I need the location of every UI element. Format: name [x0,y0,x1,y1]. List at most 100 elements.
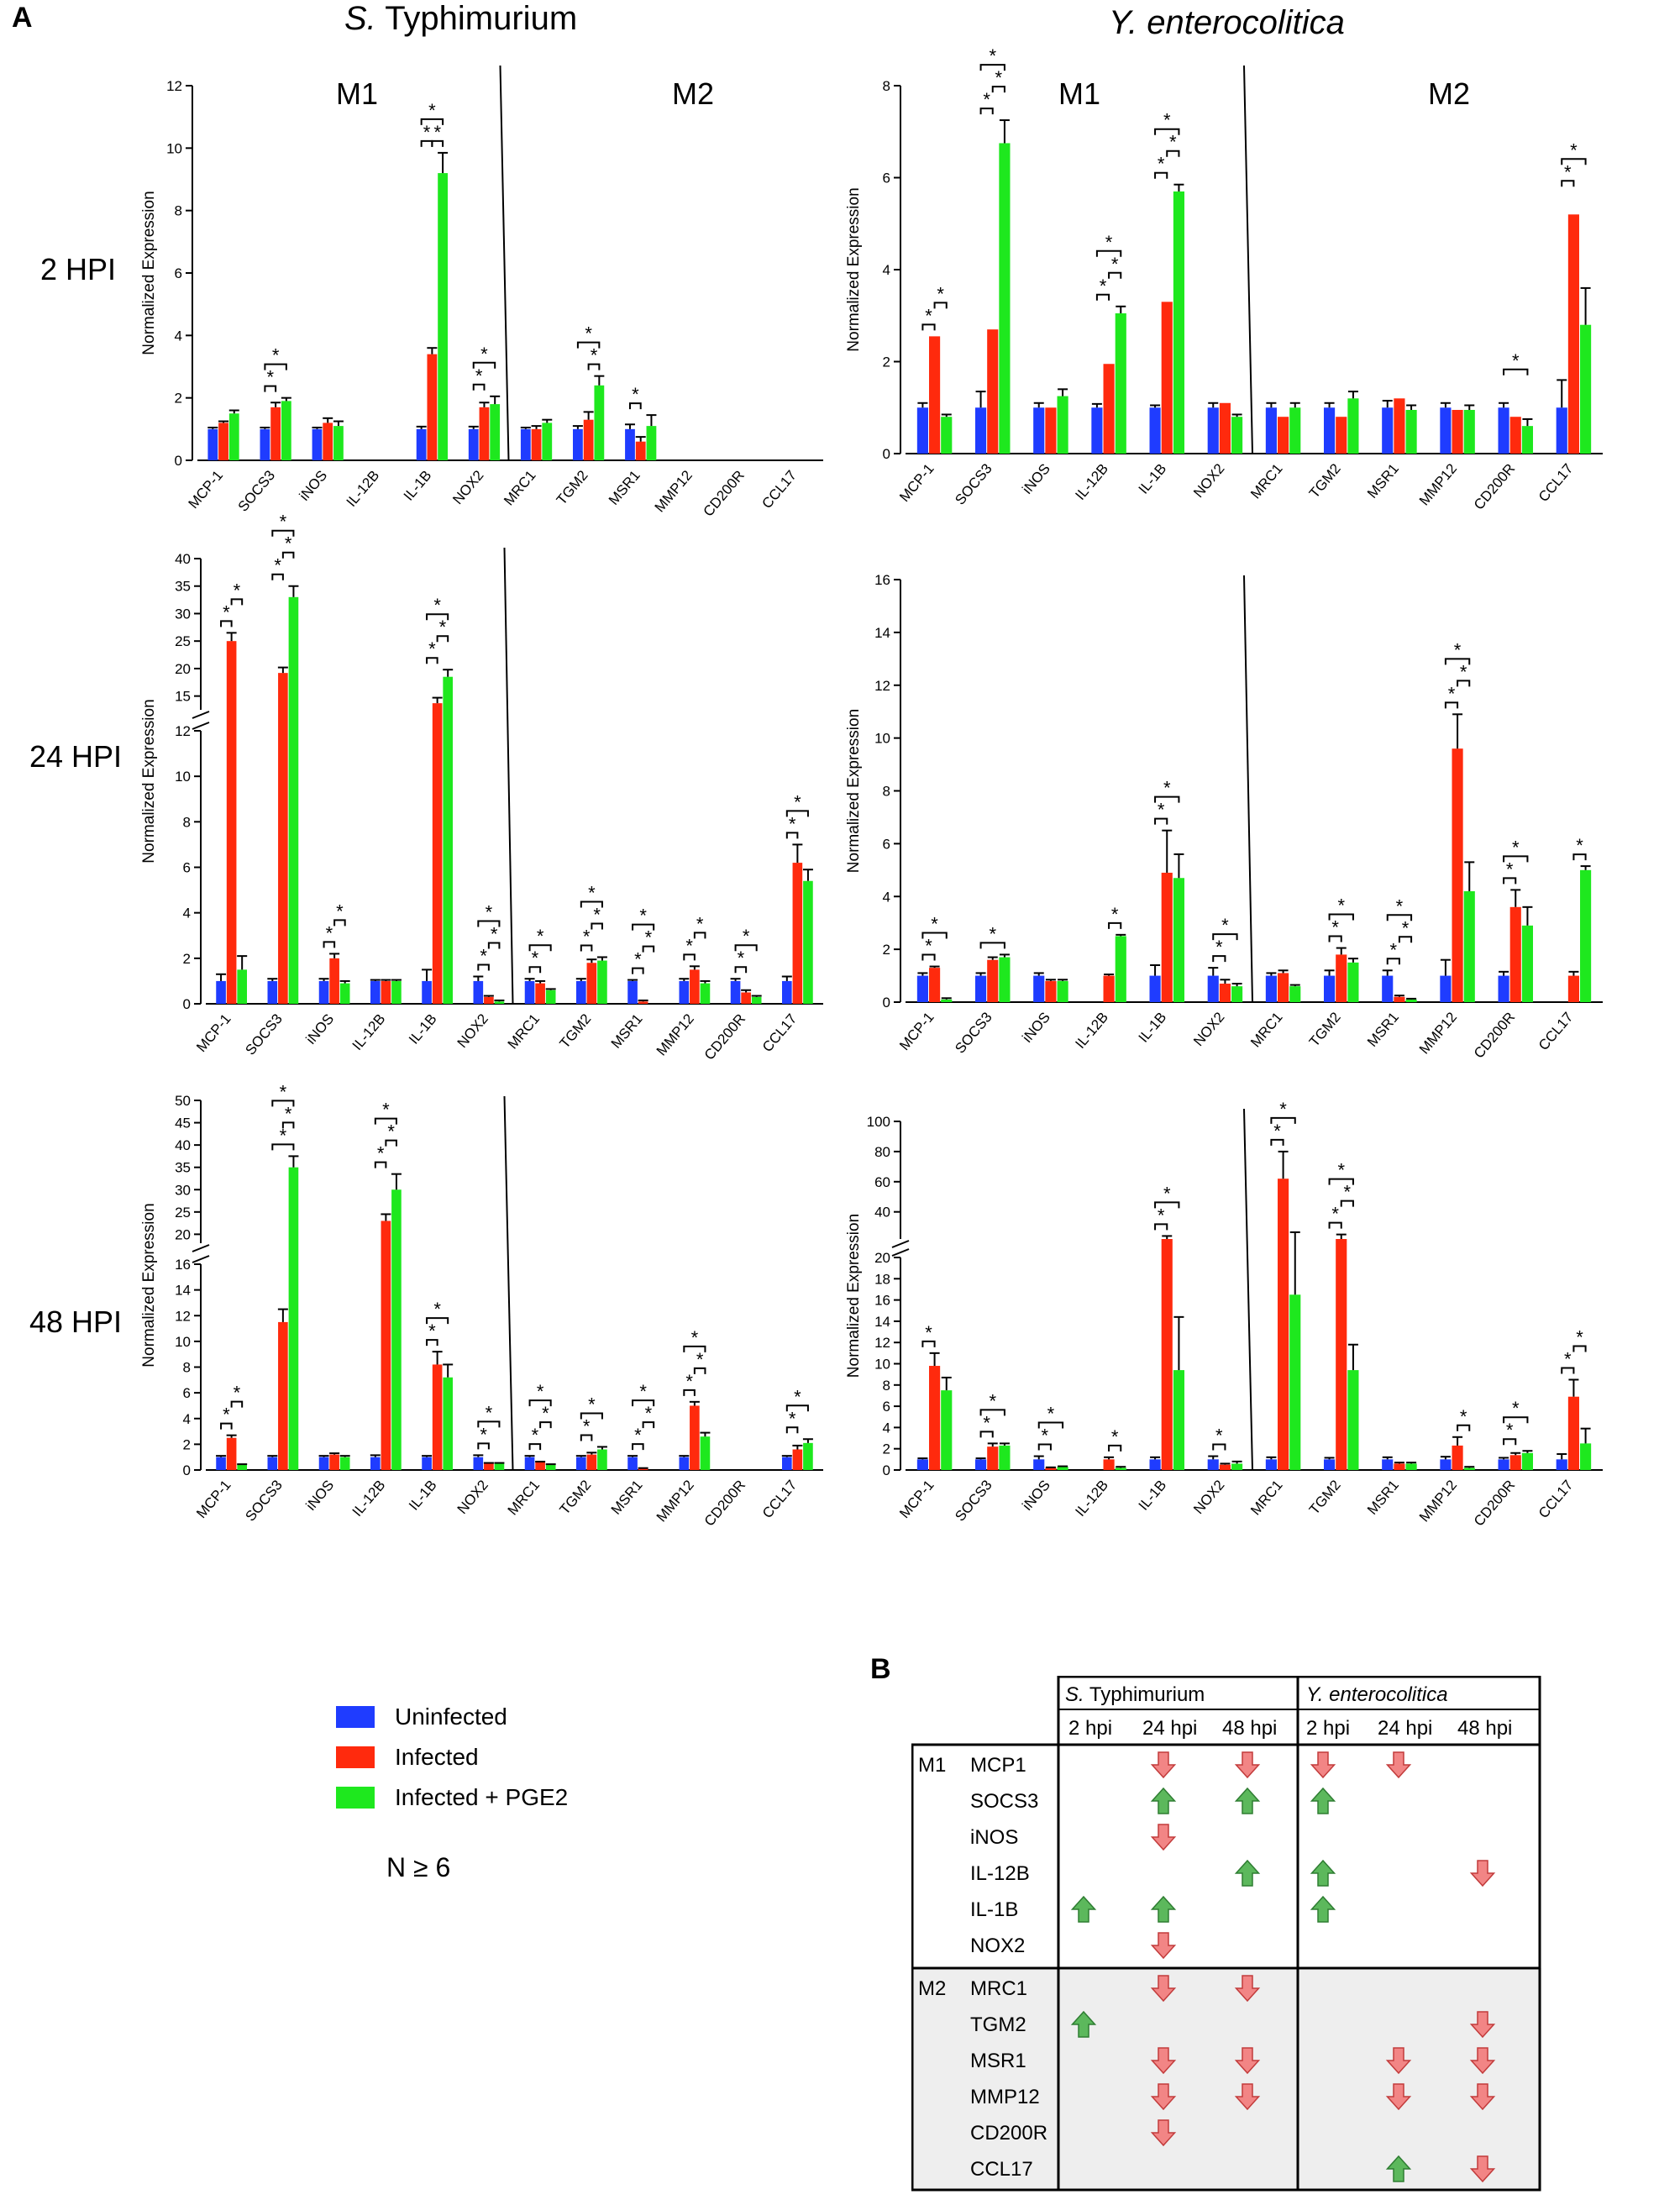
bar-infected-pge2 [545,990,556,1004]
bar-uninfected [520,428,531,460]
significance-star: * [1111,254,1119,275]
significance-bracket [921,953,936,961]
bar-infected-pge2 [281,401,291,460]
bar-infected-pge2 [700,983,711,1004]
bar-uninfected [1324,1459,1336,1470]
bar-infected [1219,402,1231,454]
significance-star: * [433,122,441,143]
gene-label: MSR1 [970,2050,1026,2072]
significance-star: * [1221,915,1229,936]
significance-bracket [1154,128,1180,135]
significance-star: * [428,100,436,121]
bar-infected [535,983,545,1004]
bar-uninfected [1091,407,1103,454]
down-arrow-icon [1385,2047,1412,2075]
y-tick-label: 10 [874,1357,890,1373]
bar-uninfected [1033,975,1045,1002]
bar-infected [929,1366,941,1470]
bar-infected-pge2 [1405,409,1417,454]
chart-panel-5: 0 2 4 6 8 10 12 14 16 18 20 40 60 80 100 Normalized Exp… [845,1099,1603,1530]
gene-label: SOCS3 [970,1790,1038,1813]
header-strain: Typhimurium [1084,1683,1205,1706]
bar-infected-pge2 [803,880,813,1004]
significance-star: * [1111,904,1119,925]
significance-star: * [1331,1204,1339,1225]
bar-infected-pge2 [545,1464,556,1470]
bar-uninfected [1207,407,1219,454]
significance-star: * [1215,1425,1223,1446]
bar-infected [381,1221,391,1470]
y-tick-label: 10 [166,140,182,156]
bar-infected-pge2 [1289,1294,1301,1470]
significance-star: * [433,1299,441,1320]
y-tick-label: 0 [183,996,191,1012]
significance-bracket [477,963,490,971]
axis-break-mark [891,1240,910,1248]
x-tick-label: CD200R [1471,1009,1518,1061]
down-arrow-icon [1234,1975,1261,2003]
bar-infected-pge2 [542,423,553,460]
significance-bracket [979,64,1005,71]
bar-infected [1103,975,1115,1002]
significance-star: * [1460,1406,1467,1427]
significance-bracket [979,942,1005,949]
y-tick-label: 100 [867,1114,890,1130]
bar-infected-pge2 [1347,962,1359,1002]
bar-infected [329,958,339,1004]
x-tick-label: MCP-1 [193,1011,234,1055]
significance-bracket [431,139,444,147]
significance-star: * [423,122,431,143]
significance-bracket [1572,1345,1587,1352]
gene-label: TGM2 [970,2013,1026,2036]
significance-bracket [632,1443,644,1451]
y-tick-label: 2 [883,354,890,370]
bar-infected-pge2 [1289,986,1301,1002]
significance-bracket [628,402,642,410]
significance-star: * [645,1403,653,1424]
bar-uninfected [312,428,323,460]
down-arrow-icon [1469,2047,1496,2075]
significance-bracket [921,1340,936,1347]
bar-uninfected [730,980,741,1004]
significance-bracket [580,900,603,908]
down-arrow-icon [1385,2083,1412,2111]
significance-bracket [220,620,233,627]
significance-star: * [639,906,647,927]
y-tick-label: 6 [883,836,890,852]
up-arrow-icon [1310,1787,1336,1814]
significance-bracket [1457,1424,1471,1431]
bar-infected-pge2 [288,596,299,1004]
bar-infected-pge2 [597,960,607,1004]
bar-infected [1394,1463,1405,1470]
bar-infected [1278,417,1289,454]
bar-infected [323,423,333,460]
bar-infected-pge2 [941,417,953,454]
significance-bracket [734,944,758,952]
header-timepoint: 2 hpi [1068,1717,1112,1740]
bar-uninfected [416,428,427,460]
y-tick-label: 8 [883,784,890,800]
x-tick-label: iNOS [1019,1009,1053,1045]
significance-star: * [794,1386,801,1407]
significance-star: * [1163,778,1171,799]
bar-infected-pge2 [1231,1463,1243,1470]
bar-uninfected [916,975,928,1002]
x-tick-label: NOX2 [454,1011,491,1051]
section-label-m2: M2 [918,1977,946,2000]
significance-bracket [693,932,706,939]
bar-infected [381,980,391,1004]
y-tick-label: 2 [883,1441,890,1457]
significance-star: * [480,344,488,365]
significance-star: * [387,1121,395,1142]
bar-uninfected [782,980,792,1004]
bar-infected [1452,748,1463,1002]
bar-uninfected [975,1459,987,1470]
y-tick-label: 8 [175,203,182,219]
significance-bracket [632,967,644,974]
significance-star: * [1158,800,1165,821]
bar-uninfected [576,980,586,1004]
bar-infected-pge2 [494,1463,505,1470]
y-tick-label: 40 [175,1137,191,1153]
bar-infected-pge2 [490,404,501,460]
y-tick-label: 12 [874,1335,890,1351]
